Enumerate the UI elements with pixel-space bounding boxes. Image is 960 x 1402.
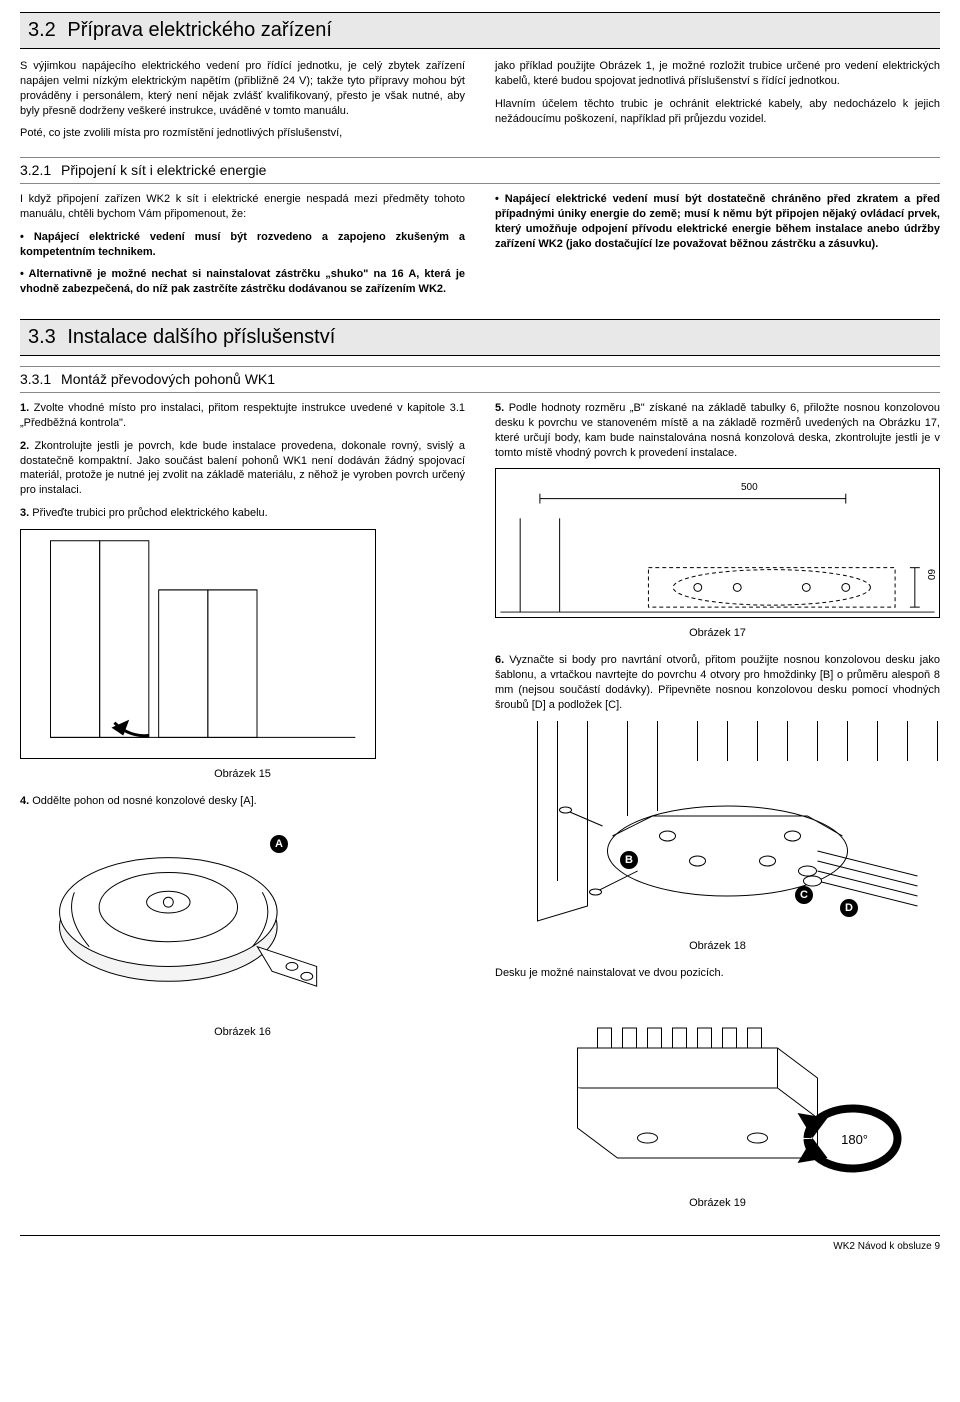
col-right: 5. Podle hodnoty rozměru „B" získané na …	[495, 401, 940, 1223]
dim-180: 180°	[841, 1131, 868, 1149]
section-num: 3.2	[28, 19, 56, 41]
dim-500: 500	[741, 481, 758, 495]
section-3-3-1-header: 3.3.1 Montáž převodových pohonů WK1	[20, 366, 940, 393]
section-num: 3.3	[28, 326, 56, 348]
col-right: Napájecí elektrické vedení musí být dost…	[495, 192, 940, 305]
figure-19-svg	[495, 988, 940, 1188]
step-5: 5. Podle hodnoty rozměru „B" získané na …	[495, 401, 940, 460]
step-3: 3. Přiveďte trubici pro průchod elektric…	[20, 506, 465, 521]
subsection-title: Montáž převodových pohonů WK1	[61, 371, 275, 387]
figure-15	[20, 529, 376, 759]
marker-d: D	[840, 899, 858, 917]
para: jako příklad použijte Obrázek 1, je možn…	[495, 59, 940, 89]
figure-17-svg	[496, 469, 939, 617]
col-left: I když připojení zařízen WK2 k sít i ele…	[20, 192, 465, 305]
figure-15-label: Obrázek 15	[20, 767, 465, 782]
figure-18-svg	[495, 721, 940, 931]
bullet: Napájecí elektrické vedení musí být rozv…	[20, 230, 465, 260]
dim-60: 60	[924, 569, 938, 580]
step-1: 1. Zvolte vhodné místo pro instalaci, př…	[20, 401, 465, 431]
section-3-3-header: 3.3 Instalace dalšího příslušenství	[20, 319, 940, 356]
marker-c: C	[795, 886, 813, 904]
subsection-title: Připojení k sít i elektrické energie	[61, 162, 266, 178]
para: Hlavním účelem těchto trubic je ochránit…	[495, 97, 940, 127]
figure-17-label: Obrázek 17	[495, 626, 940, 641]
figure-17: 500 60	[495, 468, 940, 618]
bullet: Alternativně je možné nechat si nainstal…	[20, 267, 465, 297]
marker-b: B	[620, 851, 638, 869]
para: S výjimkou napájecího elektrického veden…	[20, 59, 465, 118]
figure-16-svg	[20, 817, 376, 1017]
after-fig18: Desku je možné nainstalovat ve dvou pozi…	[495, 966, 940, 981]
col-right: jako příklad použijte Obrázek 1, je možn…	[495, 59, 940, 149]
section-3-2-header: 3.2 Příprava elektrického zařízení	[20, 12, 940, 49]
section-title: Příprava elektrického zařízení	[67, 19, 332, 41]
page-footer: WK2 Návod k obsluze 9	[20, 1235, 940, 1254]
para: Poté, co jste zvolili místa pro rozmístě…	[20, 126, 465, 141]
figure-16-label: Obrázek 16	[20, 1025, 465, 1040]
figure-15-svg	[21, 530, 375, 758]
step-2: 2. Zkontrolujte jestli je povrch, kde bu…	[20, 439, 465, 498]
subsection-num: 3.3.1	[20, 371, 51, 387]
figure-16: A	[20, 817, 376, 1017]
col-left: 1. Zvolte vhodné místo pro instalaci, př…	[20, 401, 465, 1223]
para: I když připojení zařízen WK2 k sít i ele…	[20, 192, 465, 222]
section-3-3-1-body: 1. Zvolte vhodné místo pro instalaci, př…	[20, 401, 940, 1223]
subsection-num: 3.2.1	[20, 162, 51, 178]
col-left: S výjimkou napájecího elektrického veden…	[20, 59, 465, 149]
section-title: Instalace dalšího příslušenství	[67, 326, 335, 348]
figure-19-label: Obrázek 19	[495, 1196, 940, 1211]
figure-18: B C D	[495, 721, 940, 931]
marker-a: A	[270, 835, 288, 853]
figure-18-label: Obrázek 18	[495, 939, 940, 954]
section-3-2-1-header: 3.2.1 Připojení k sít i elektrické energ…	[20, 157, 940, 184]
step-6: 6. Vyznačte si body pro navrtání otvorů,…	[495, 653, 940, 712]
bullet: Napájecí elektrické vedení musí být dost…	[495, 192, 940, 251]
section-3-2-body: S výjimkou napájecího elektrického veden…	[20, 59, 940, 149]
section-3-2-1-body: I když připojení zařízen WK2 k sít i ele…	[20, 192, 940, 305]
step-4: 4. Oddělte pohon od nosné konzolové desk…	[20, 794, 465, 809]
figure-19: 180°	[495, 988, 940, 1188]
